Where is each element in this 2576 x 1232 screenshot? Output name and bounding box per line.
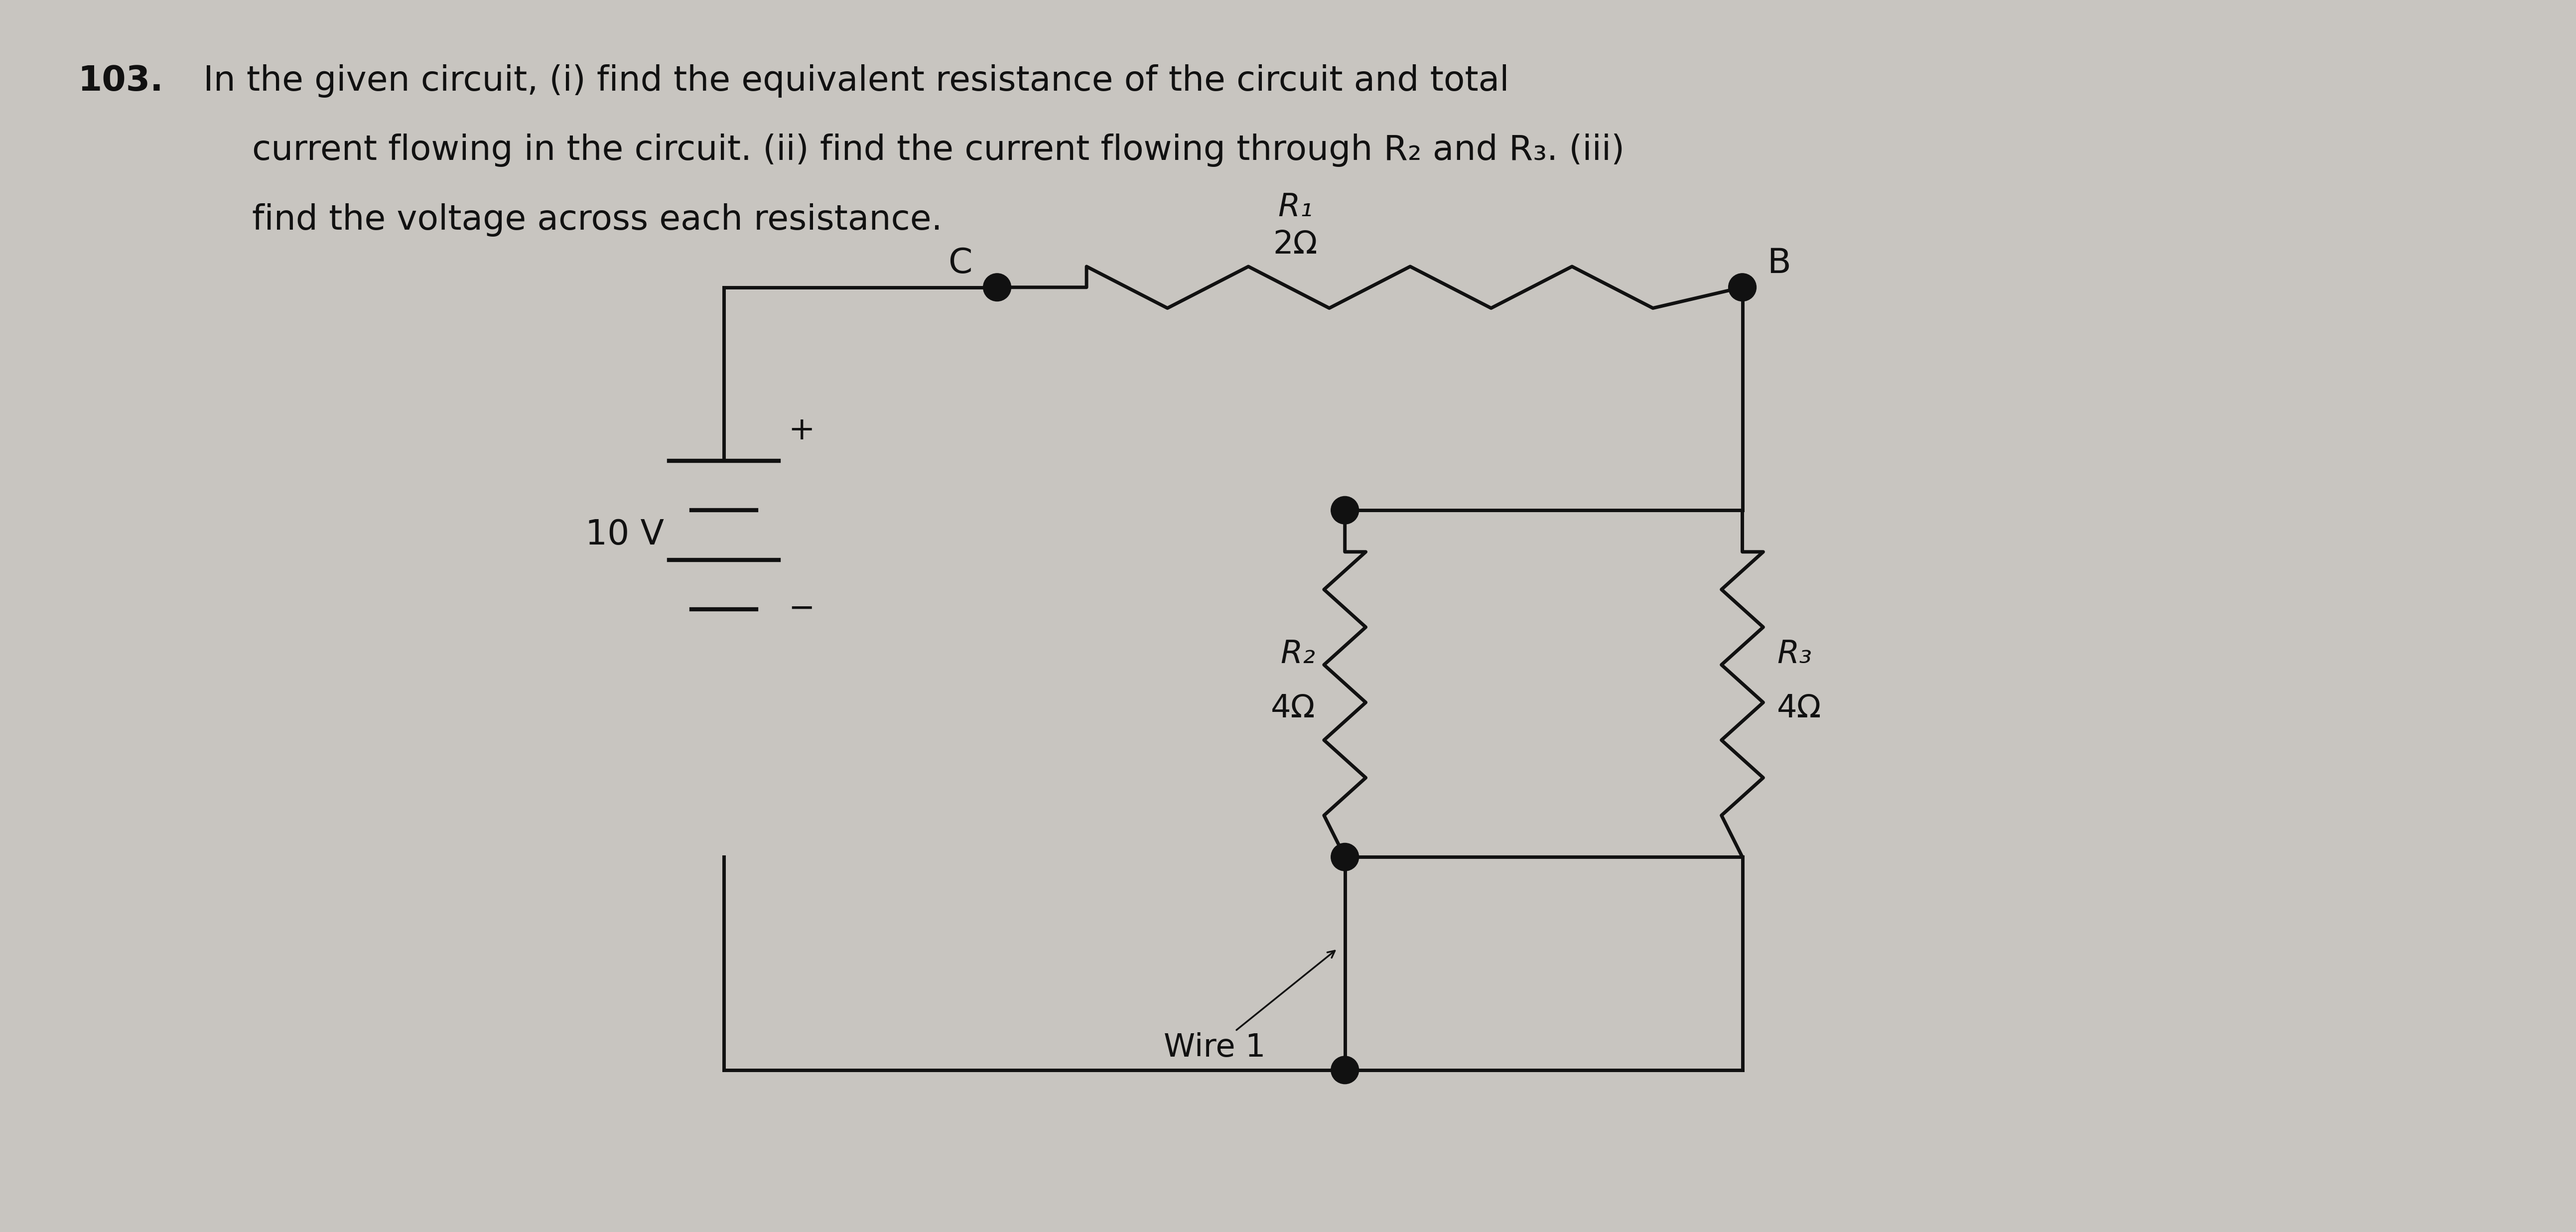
Text: Wire 1: Wire 1 (1164, 951, 1334, 1063)
Circle shape (1332, 496, 1358, 524)
Text: R₂: R₂ (1280, 638, 1316, 669)
Circle shape (1332, 843, 1358, 871)
Circle shape (984, 274, 1010, 301)
Text: 4Ω: 4Ω (1270, 692, 1316, 724)
Text: current flowing in the circuit. (ii) find the current flowing through R₂ and R₃.: current flowing in the circuit. (ii) fin… (252, 134, 1625, 168)
Text: 2Ω: 2Ω (1273, 229, 1316, 260)
Text: R₁: R₁ (1278, 192, 1314, 223)
Text: 10 V: 10 V (585, 519, 665, 552)
Circle shape (1728, 274, 1757, 301)
Text: R₃: R₃ (1777, 638, 1811, 669)
Text: 4Ω: 4Ω (1777, 692, 1821, 724)
Circle shape (1332, 1056, 1358, 1084)
Text: find the voltage across each resistance.: find the voltage across each resistance. (252, 203, 943, 237)
Text: In the given circuit, (i) find the equivalent resistance of the circuit and tota: In the given circuit, (i) find the equiv… (193, 64, 1510, 97)
Text: C: C (948, 246, 971, 280)
Text: B: B (1767, 246, 1790, 280)
Text: −: − (788, 594, 814, 625)
Text: +: + (788, 415, 814, 446)
Text: 103.: 103. (77, 64, 162, 97)
